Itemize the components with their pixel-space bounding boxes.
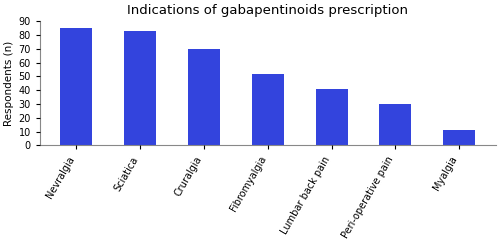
Bar bbox=[443, 130, 475, 145]
Bar bbox=[380, 104, 412, 145]
Bar bbox=[124, 31, 156, 145]
Title: Indications of gabapentinoids prescription: Indications of gabapentinoids prescripti… bbox=[128, 4, 408, 17]
Bar bbox=[60, 28, 92, 145]
Bar bbox=[188, 49, 220, 145]
Bar bbox=[316, 89, 348, 145]
Y-axis label: Respondents (n): Respondents (n) bbox=[4, 41, 14, 126]
Bar bbox=[252, 74, 284, 145]
